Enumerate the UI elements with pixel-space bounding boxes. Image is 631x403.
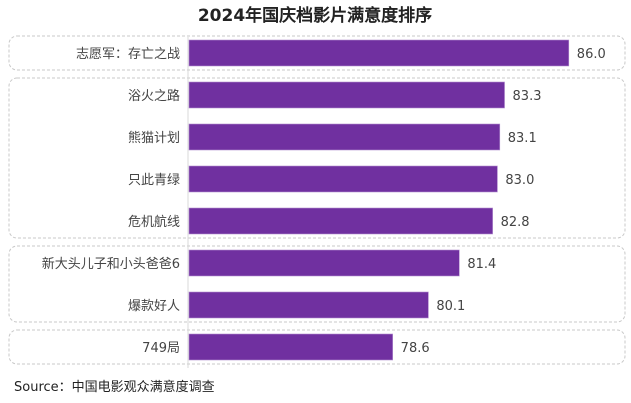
value-label: 82.8 bbox=[501, 215, 530, 230]
bar bbox=[188, 81, 505, 109]
category-label: 只此青绿 bbox=[128, 173, 180, 188]
category-label: 危机航线 bbox=[128, 214, 180, 230]
value-label: 83.0 bbox=[505, 173, 534, 188]
bar bbox=[188, 39, 570, 67]
bar bbox=[188, 249, 460, 277]
bar bbox=[188, 207, 493, 235]
value-label: 83.1 bbox=[508, 131, 537, 146]
group-box-4 bbox=[8, 329, 626, 365]
value-label: 80.1 bbox=[436, 299, 465, 314]
chart-title: 2024年国庆档影片满意度排序 bbox=[198, 5, 432, 26]
category-label: 浴火之路 bbox=[128, 88, 180, 104]
group-box-3 bbox=[8, 245, 626, 323]
bar bbox=[188, 123, 501, 151]
bar bbox=[188, 333, 393, 361]
bar bbox=[188, 291, 429, 319]
category-label: 志愿军：存亡之战 bbox=[76, 47, 180, 62]
category-label: 新大头儿子和小头爸爸6 bbox=[42, 256, 180, 272]
value-label: 81.4 bbox=[467, 257, 496, 272]
value-label: 83.3 bbox=[513, 89, 542, 104]
value-label: 86.0 bbox=[577, 47, 606, 62]
value-label: 78.6 bbox=[401, 341, 430, 356]
group-box-2 bbox=[8, 77, 626, 239]
category-label: 熊猫计划 bbox=[128, 130, 180, 146]
group-box-1 bbox=[8, 35, 626, 71]
source-note: Source：中国电影观众满意度调查 bbox=[14, 379, 215, 395]
category-label: 749局 bbox=[142, 341, 180, 356]
bar bbox=[188, 165, 498, 193]
category-label: 爆款好人 bbox=[128, 299, 180, 314]
